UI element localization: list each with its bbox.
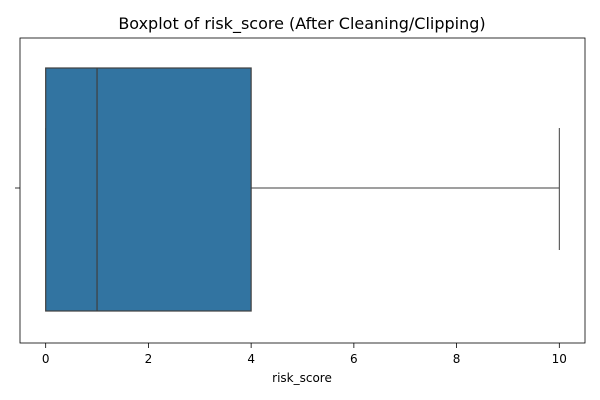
x-tick-label: 2 [145, 352, 153, 366]
x-tick-label: 10 [552, 352, 567, 366]
x-tick-label: 0 [42, 352, 50, 366]
chart-title: Boxplot of risk_score (After Cleaning/Cl… [118, 14, 485, 34]
x-axis-label: risk_score [272, 371, 332, 385]
plot-area-frame [19, 37, 586, 344]
x-tick-label: 6 [350, 352, 358, 366]
x-tick-label: 8 [453, 352, 461, 366]
iqr-box [45, 67, 252, 312]
x-tick-label: 4 [247, 352, 255, 366]
